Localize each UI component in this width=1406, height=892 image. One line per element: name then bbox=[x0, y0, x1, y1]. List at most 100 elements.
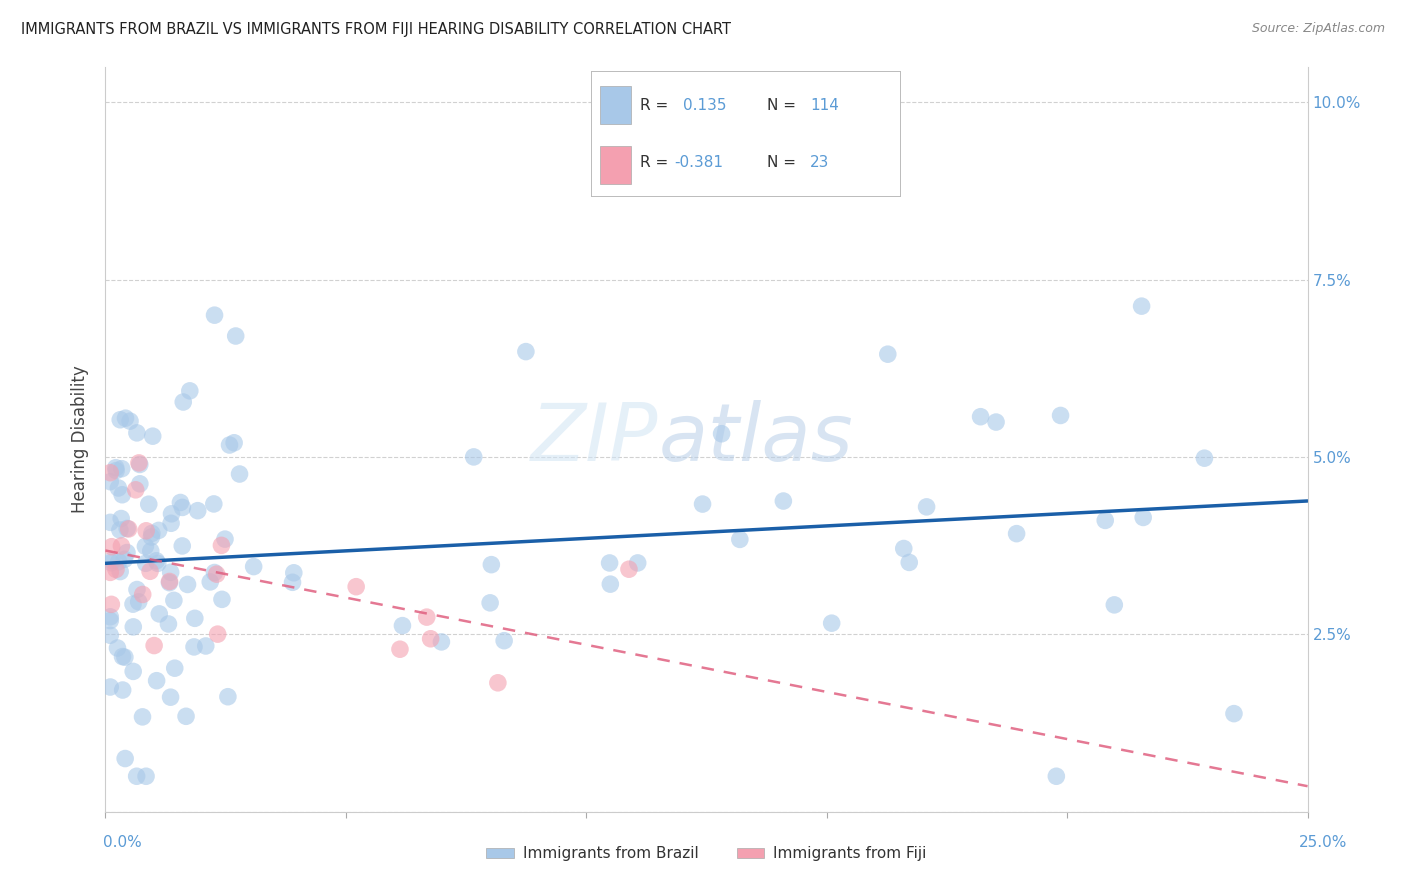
Point bbox=[228, 467, 250, 481]
Point bbox=[893, 541, 915, 556]
Point bbox=[692, 497, 714, 511]
Point bbox=[172, 500, 194, 515]
Point bbox=[1132, 510, 1154, 524]
Point bbox=[1045, 769, 1067, 783]
Point bbox=[118, 522, 141, 536]
Point bbox=[416, 610, 439, 624]
Y-axis label: Hearing Disability: Hearing Disability bbox=[72, 366, 90, 513]
Point bbox=[101, 553, 124, 567]
Point bbox=[128, 456, 150, 470]
Point bbox=[214, 532, 236, 546]
Point bbox=[515, 344, 537, 359]
Point bbox=[772, 494, 794, 508]
Text: R =: R = bbox=[640, 155, 668, 170]
Point bbox=[969, 409, 991, 424]
Point bbox=[617, 562, 640, 576]
Point bbox=[242, 559, 264, 574]
Point bbox=[184, 611, 207, 625]
Legend: Immigrants from Brazil, Immigrants from Fiji: Immigrants from Brazil, Immigrants from … bbox=[479, 840, 934, 867]
Point bbox=[169, 495, 191, 509]
Point bbox=[204, 308, 226, 322]
Point bbox=[1223, 706, 1246, 721]
Point bbox=[163, 593, 186, 607]
Point bbox=[111, 461, 134, 475]
Point bbox=[145, 554, 167, 568]
Point bbox=[479, 558, 502, 572]
Point bbox=[110, 539, 132, 553]
Point bbox=[486, 675, 509, 690]
Point bbox=[160, 516, 183, 531]
Point bbox=[105, 464, 128, 478]
Point bbox=[131, 710, 153, 724]
Point bbox=[135, 556, 157, 570]
Point bbox=[915, 500, 938, 514]
Text: IMMIGRANTS FROM BRAZIL VS IMMIGRANTS FROM FIJI HEARING DISABILITY CORRELATION CH: IMMIGRANTS FROM BRAZIL VS IMMIGRANTS FRO… bbox=[21, 22, 731, 37]
Point bbox=[283, 566, 305, 580]
Point bbox=[599, 577, 621, 591]
Point bbox=[1094, 513, 1116, 527]
Point bbox=[710, 426, 733, 441]
Point bbox=[110, 413, 132, 427]
Point bbox=[898, 556, 921, 570]
Point bbox=[157, 617, 180, 632]
Point bbox=[115, 521, 138, 535]
Point bbox=[217, 690, 239, 704]
Point bbox=[108, 523, 131, 537]
Point bbox=[98, 680, 121, 694]
Point bbox=[599, 556, 621, 570]
Point bbox=[821, 616, 844, 631]
Point bbox=[1005, 526, 1028, 541]
Text: 23: 23 bbox=[810, 155, 830, 170]
Point bbox=[204, 566, 226, 580]
Point bbox=[98, 516, 121, 530]
Point bbox=[159, 690, 181, 705]
Point bbox=[728, 533, 751, 547]
Point bbox=[111, 683, 134, 698]
Text: atlas: atlas bbox=[658, 401, 853, 478]
Point bbox=[139, 564, 162, 578]
Point bbox=[176, 577, 198, 591]
Point bbox=[125, 483, 148, 497]
Point bbox=[194, 639, 217, 653]
Text: Source: ZipAtlas.com: Source: ZipAtlas.com bbox=[1251, 22, 1385, 36]
Point bbox=[1130, 299, 1153, 313]
Point bbox=[100, 540, 122, 554]
Point bbox=[388, 642, 411, 657]
Point bbox=[159, 574, 181, 589]
Point bbox=[218, 438, 240, 452]
Point bbox=[1194, 451, 1216, 466]
Point bbox=[128, 458, 150, 472]
Point bbox=[141, 530, 163, 544]
Point bbox=[98, 610, 121, 624]
Point bbox=[118, 414, 141, 428]
Point bbox=[128, 595, 150, 609]
Text: N =: N = bbox=[766, 97, 796, 112]
Point bbox=[1104, 598, 1126, 612]
Text: 114: 114 bbox=[810, 97, 839, 112]
Point bbox=[148, 607, 170, 621]
Text: N =: N = bbox=[766, 155, 796, 170]
Point bbox=[984, 415, 1007, 429]
Point bbox=[132, 587, 155, 601]
Point bbox=[98, 475, 121, 489]
Point bbox=[100, 598, 122, 612]
Point bbox=[141, 526, 163, 541]
Point bbox=[135, 524, 157, 538]
Point bbox=[207, 627, 229, 641]
Point bbox=[107, 555, 129, 569]
Point bbox=[114, 650, 136, 665]
Point bbox=[114, 552, 136, 566]
Point bbox=[100, 556, 122, 570]
Point bbox=[876, 347, 898, 361]
Point bbox=[225, 329, 247, 343]
Point bbox=[125, 769, 148, 783]
Point bbox=[135, 769, 157, 783]
Point bbox=[172, 395, 194, 409]
Point bbox=[125, 582, 148, 597]
Point bbox=[174, 709, 197, 723]
Point bbox=[344, 580, 367, 594]
Point bbox=[146, 557, 169, 571]
Point bbox=[419, 632, 441, 646]
Text: 25.0%: 25.0% bbox=[1299, 836, 1347, 850]
Point bbox=[125, 425, 148, 440]
